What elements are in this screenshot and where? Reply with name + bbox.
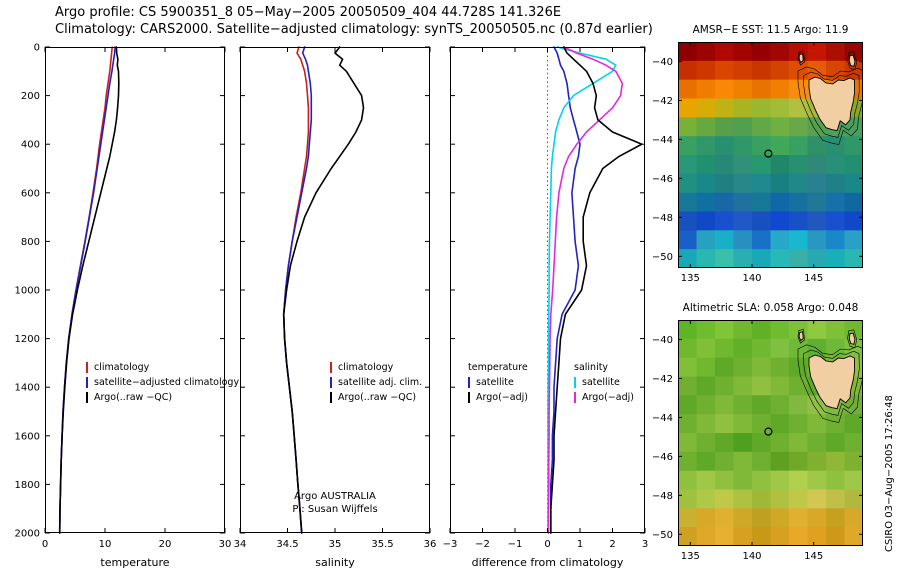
sst-map-title: AMSR−E SST: 11.5 Argo: 11.9 — [692, 24, 849, 36]
svg-text:140: 140 — [742, 273, 761, 284]
svg-text:1: 1 — [577, 539, 583, 550]
difference-legend-temperature: temperature satellite Argo(−adj) — [468, 360, 528, 405]
pi-label: PI: Susan Wijffels — [292, 504, 378, 515]
satellite-adjusted-line-marker — [86, 377, 88, 388]
temperature-legend: climatology satellite−adjusted climatolo… — [86, 360, 239, 405]
svg-text:1800: 1800 — [15, 480, 40, 491]
svg-text:2000: 2000 — [15, 529, 40, 540]
sla-map: 135 140 145 −40 −42 −44 −46 −48 −50 — [652, 320, 863, 562]
climatology-line-marker — [86, 362, 88, 373]
program-label: Argo AUSTRALIA — [294, 491, 376, 502]
svg-text:1400: 1400 — [15, 383, 40, 394]
svg-text:135: 135 — [681, 551, 700, 562]
argo-raw-line-marker — [330, 392, 332, 403]
legend-item: satellite — [468, 375, 528, 390]
difference-legend-salinity: salinity satellite Argo(−adj) — [574, 360, 634, 405]
climatology-line-marker — [330, 362, 332, 373]
sst-map: 135 140 145 −40 −42 −44 −46 −48 −50 — [652, 42, 863, 284]
legend-label: satellite−adjusted climatology — [94, 377, 240, 388]
svg-text:−40: −40 — [652, 335, 673, 346]
svg-text:−2: −2 — [475, 539, 490, 550]
figure-title-line1: Argo profile: CS 5900351_8 05−May−2005 2… — [55, 5, 562, 20]
argo-raw-line-marker — [86, 392, 88, 403]
legend-item: Argo(..raw −QC) — [86, 390, 239, 405]
legend-item: Argo(−adj) — [468, 390, 528, 405]
salinity-axis-label: salinity — [315, 556, 355, 569]
argo-adj-sal-diff-line-marker — [574, 392, 576, 403]
svg-text:35: 35 — [329, 539, 342, 550]
svg-text:34: 34 — [234, 539, 247, 550]
svg-text:800: 800 — [21, 237, 40, 248]
svg-text:140: 140 — [742, 551, 761, 562]
svg-text:145: 145 — [804, 551, 823, 562]
legend-item: Argo(−adj) — [574, 390, 634, 405]
svg-text:10: 10 — [99, 539, 112, 550]
legend-label: Argo(..raw −QC) — [94, 392, 173, 403]
svg-text:−48: −48 — [652, 213, 673, 224]
svg-text:−42: −42 — [652, 96, 673, 107]
svg-text:−44: −44 — [652, 135, 673, 146]
svg-text:145: 145 — [804, 273, 823, 284]
legend-item: climatology — [330, 360, 422, 375]
legend-label: climatology — [94, 362, 150, 373]
legend-label: satellite — [582, 377, 620, 388]
legend-label: Argo(..raw −QC) — [338, 392, 417, 403]
svg-text:36: 36 — [424, 539, 437, 550]
legend-item: satellite−adjusted climatology — [86, 375, 239, 390]
sla-map-title: Altimetric SLA: 0.058 Argo: 0.048 — [682, 302, 859, 314]
csiro-timestamp: CSIRO 03−Aug−2005 17:26:48 — [884, 395, 895, 552]
argo-australia-note: Argo AUSTRALIA PI: Susan Wijffels — [240, 490, 430, 516]
svg-text:−46: −46 — [652, 174, 673, 185]
svg-text:30: 30 — [219, 539, 232, 550]
svg-text:1000: 1000 — [15, 286, 40, 297]
legend-group-header: temperature — [468, 362, 528, 373]
svg-text:20: 20 — [159, 539, 172, 550]
svg-text:−40: −40 — [652, 57, 673, 68]
svg-text:0: 0 — [42, 539, 48, 550]
legend-label: Argo(−adj) — [476, 392, 528, 403]
legend-item: satellite — [574, 375, 634, 390]
figure-title-line2: Climatology: CARS2000. Satellite−adjuste… — [55, 22, 653, 37]
legend-item: Argo(..raw −QC) — [330, 390, 422, 405]
svg-text:1200: 1200 — [15, 334, 40, 345]
svg-text:−50: −50 — [652, 530, 673, 541]
svg-text:34.5: 34.5 — [276, 539, 298, 550]
svg-text:−42: −42 — [652, 374, 673, 385]
legend-item: climatology — [86, 360, 239, 375]
difference-axis-label: difference from climatology — [471, 556, 624, 569]
svg-text:600: 600 — [21, 188, 40, 199]
temperature-profile-plot: 0 10 20 30 0 200 400 600 800 1000 1200 1400 1600 1800… — [15, 43, 232, 551]
svg-text:200: 200 — [21, 91, 40, 102]
svg-text:400: 400 — [21, 140, 40, 151]
satellite-adjusted-line-marker — [330, 377, 332, 388]
svg-text:0: 0 — [544, 539, 550, 550]
legend-label: climatology — [338, 362, 394, 373]
legend-label: satellite adj. clim. — [338, 377, 423, 388]
svg-text:3: 3 — [642, 539, 648, 550]
salinity-legend: climatology satellite adj. clim. Argo(..… — [330, 360, 422, 405]
difference-profile-plot: −3 −2 −1 0 1 2 3 — [443, 46, 648, 550]
salinity-profile-plot: 34 34.5 35 35.5 36 — [234, 46, 436, 550]
svg-text:0: 0 — [34, 43, 40, 54]
legend-group-header: salinity — [574, 362, 609, 373]
svg-text:35.5: 35.5 — [371, 539, 393, 550]
legend-label: satellite — [476, 377, 514, 388]
svg-text:−48: −48 — [652, 491, 673, 502]
svg-text:1600: 1600 — [15, 431, 40, 442]
svg-text:−44: −44 — [652, 413, 673, 424]
svg-text:−1: −1 — [508, 539, 523, 550]
svg-text:−3: −3 — [443, 539, 458, 550]
svg-text:−46: −46 — [652, 452, 673, 463]
svg-text:−50: −50 — [652, 252, 673, 263]
svg-text:2: 2 — [609, 539, 615, 550]
svg-text:135: 135 — [681, 273, 700, 284]
legend-item: satellite adj. clim. — [330, 375, 422, 390]
temperature-axis-label: temperature — [100, 556, 170, 569]
legend-label: Argo(−adj) — [582, 392, 634, 403]
argo-adj-diff-line-marker — [468, 392, 470, 403]
satellite-diff-line-marker — [468, 377, 470, 388]
satellite-sal-diff-line-marker — [574, 377, 576, 388]
